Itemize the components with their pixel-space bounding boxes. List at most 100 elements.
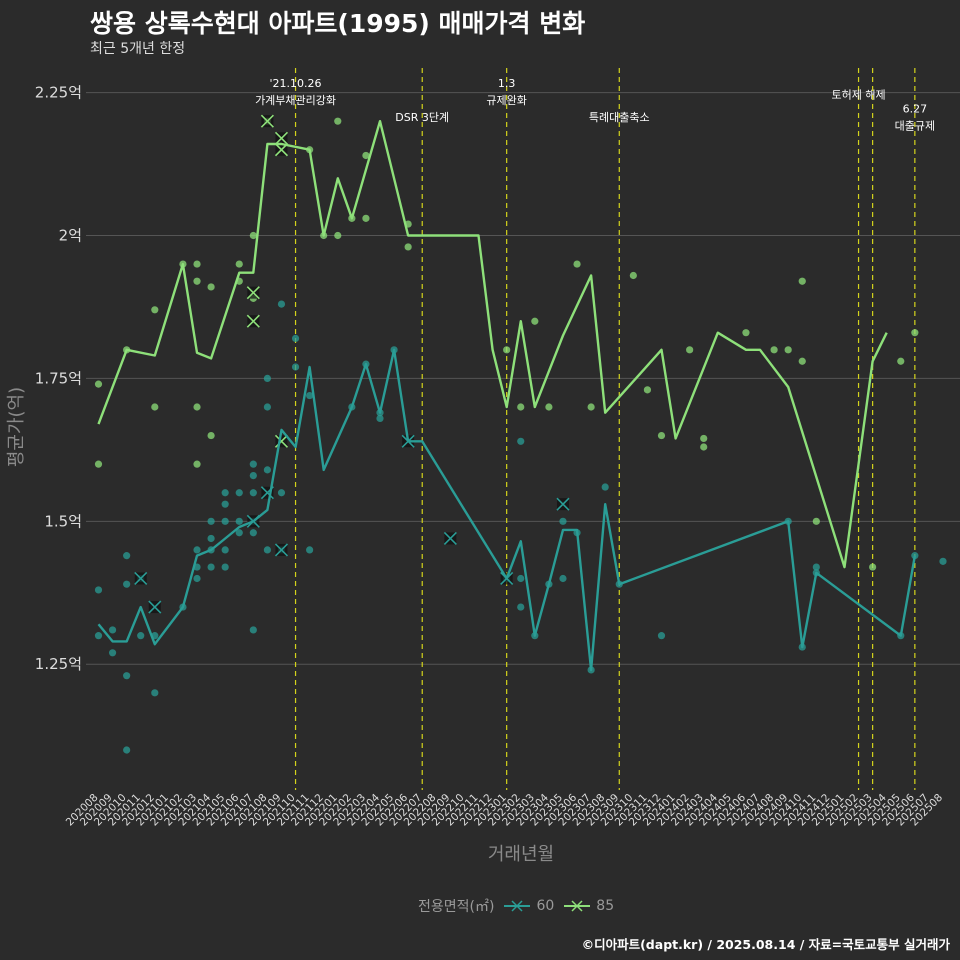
data-point-60: [277, 300, 286, 308]
cancelled-mark-60: [443, 531, 457, 546]
data-point-60: [939, 557, 947, 565]
data-point-60: [249, 626, 257, 634]
data-point-60: [306, 546, 314, 554]
cancelled-mark-85: [246, 286, 260, 300]
data-point-85: [784, 346, 792, 354]
data-point-85: [235, 260, 243, 268]
series-line-60: [97, 348, 917, 672]
event-label: 가계부채관리강화: [255, 94, 336, 107]
legend-label-85: 85: [596, 898, 615, 914]
data-point-60: [137, 632, 145, 640]
data-point-60: [517, 603, 525, 611]
event-label: 1.3: [498, 77, 516, 90]
cancelled-mark-60: [274, 543, 289, 557]
event-label: 토허제 해제: [831, 87, 885, 101]
data-point-85: [545, 403, 553, 411]
data-point-85: [573, 260, 581, 268]
data-point-60: [291, 363, 300, 371]
chart-subtitle: 최근 5개년 한정: [90, 41, 186, 57]
chart-title: 쌍용 상록수현대 아파트(1995) 매매가격 변화: [90, 9, 586, 38]
data-point-85: [207, 431, 215, 440]
data-point-85: [798, 277, 806, 285]
data-point-60: [306, 391, 314, 400]
data-point-60: [517, 437, 525, 445]
data-point-60: [221, 517, 229, 525]
data-point-85: [911, 329, 919, 337]
data-point-60: [221, 546, 229, 554]
legend-label-60: 60: [536, 898, 555, 914]
data-point-85: [404, 243, 412, 251]
data-point-60: [123, 580, 131, 588]
data-point-85: [94, 460, 103, 468]
data-point-85: [812, 517, 820, 525]
event-label: 특례대출축소: [589, 111, 650, 124]
y-tick-label: 1.25억: [35, 655, 82, 673]
legend-item-85: 85: [564, 898, 614, 914]
data-point-85: [193, 277, 201, 285]
axes: 1.25억1.5억1.75억2억2.25억2020082020092020102…: [6, 84, 945, 865]
data-point-60: [249, 489, 257, 497]
data-point-60: [249, 471, 257, 480]
data-point-85: [334, 117, 342, 125]
data-point-60: [277, 489, 286, 497]
legend-swatch-60: [504, 900, 531, 912]
data-point-60: [263, 374, 271, 383]
data-point-60: [123, 672, 131, 680]
data-point-60: [559, 517, 567, 525]
data-point-60: [263, 466, 271, 474]
x-axis-title: 거래년월: [488, 844, 554, 865]
cancelled-mark-85: [260, 114, 274, 128]
data-point-60: [221, 500, 229, 508]
data-point-60: [263, 403, 271, 411]
cancelled-mark-85: [274, 131, 289, 145]
data-point-60: [812, 563, 820, 571]
event-label: 6.27: [903, 103, 928, 116]
data-point-60: [151, 689, 159, 697]
data-point-85: [798, 357, 806, 365]
cancelled-mark-60: [148, 600, 162, 614]
data-point-85: [94, 380, 103, 388]
data-point-60: [291, 334, 300, 342]
data-point-60: [123, 552, 131, 560]
series-lines: [97, 120, 917, 672]
data-point-85: [362, 214, 370, 222]
data-point-85: [362, 151, 370, 160]
y-tick-label: 1.5억: [44, 512, 82, 530]
data-point-60: [94, 586, 103, 594]
data-point-60: [657, 632, 666, 640]
legend-item-60: 60: [504, 898, 554, 914]
data-point-60: [249, 529, 257, 537]
data-point-60: [108, 649, 117, 657]
data-point-60: [207, 534, 215, 543]
cancelled-mark-85: [274, 434, 289, 448]
data-point-60: [193, 546, 201, 554]
y-tick-label: 1.75억: [35, 369, 82, 387]
data-point-85: [629, 271, 637, 280]
cancelled-mark-60: [134, 571, 148, 586]
data-point-85: [193, 403, 201, 411]
data-point-85: [334, 231, 342, 240]
source-credit: ©디아파트(dapt.kr) / 2025.08.14 / 자료=국토교통부 실…: [581, 937, 950, 952]
data-point-60: [108, 626, 117, 634]
data-point-60: [517, 574, 525, 583]
data-point-85: [742, 329, 750, 337]
event-label: '21.10.26: [270, 77, 322, 90]
data-point-85: [643, 386, 652, 394]
legend: 전용면적(㎡) 60 85: [418, 896, 614, 916]
legend-swatch-85: [564, 900, 591, 912]
data-point-60: [221, 489, 229, 497]
data-point-60: [376, 414, 384, 423]
data-point-85: [193, 260, 201, 268]
data-point-85: [517, 403, 525, 411]
scatter-points: [94, 114, 947, 754]
event-label: 대출규제: [895, 120, 935, 133]
data-point-85: [207, 283, 215, 291]
data-point-60: [207, 517, 215, 525]
data-point-60: [601, 483, 609, 491]
series-line-85: [97, 120, 888, 569]
data-point-60: [123, 746, 131, 754]
data-point-85: [151, 306, 159, 314]
cancelled-mark-60: [556, 497, 570, 511]
